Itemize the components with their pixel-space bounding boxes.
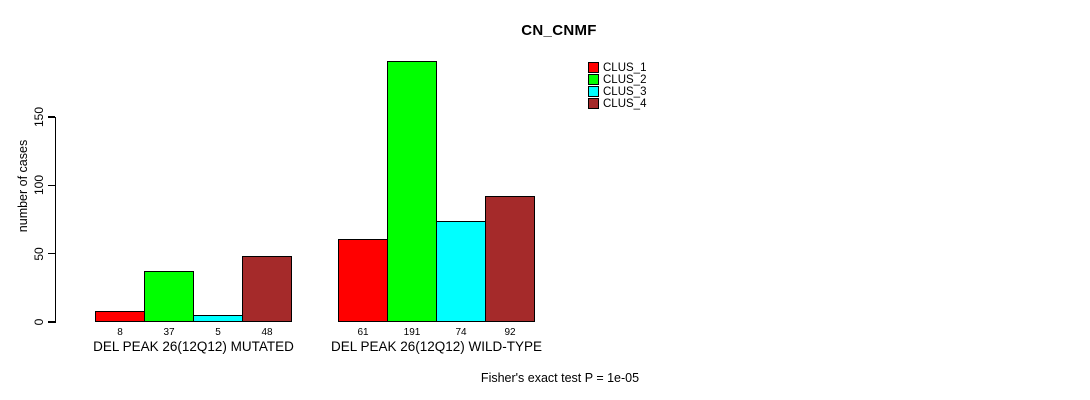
group-label: DEL PEAK 26(12Q12) MUTATED (93, 339, 294, 354)
legend-label: CLUS_3 (603, 85, 647, 98)
bar-value-label: 74 (455, 327, 467, 338)
legend-label: CLUS_4 (603, 97, 647, 110)
legend-label: CLUS_2 (603, 73, 647, 86)
chart-title: CN_CNMF (521, 22, 597, 39)
y-axis-tick (47, 116, 55, 118)
y-axis-tick (47, 184, 55, 187)
legend-item: CLUS_3 (588, 85, 668, 98)
legend-swatch (588, 98, 599, 109)
bar-value-label: 5 (215, 327, 221, 338)
bar-clus_3-group2 (436, 221, 486, 322)
legend-item: CLUS_4 (588, 97, 668, 110)
bar-value-label: 8 (117, 327, 123, 338)
legend-item: CLUS_2 (588, 73, 668, 86)
bar-value-label: 191 (403, 327, 421, 338)
y-axis-tick (47, 252, 55, 255)
y-axis-tick (47, 321, 55, 323)
annotation-text: Fisher's exact test P = 1e-05 (480, 371, 640, 385)
bar-clus_4-group2 (485, 196, 535, 322)
bar-value-label: 48 (261, 327, 273, 338)
bar-value-label: 92 (504, 327, 516, 338)
legend-swatch (588, 74, 599, 85)
bar-value-label: 61 (357, 327, 369, 338)
bar-clus_4-group1 (242, 256, 292, 322)
y-axis-line (54, 117, 56, 323)
legend-item: CLUS_1 (588, 61, 668, 74)
group-label: DEL PEAK 26(12Q12) WILD-TYPE (330, 339, 543, 354)
bar-value-label: 37 (163, 327, 175, 338)
legend-label: CLUS_1 (603, 61, 647, 74)
legend-swatch (588, 62, 599, 73)
bar-clus_2-group2 (387, 61, 437, 322)
legend-swatch (588, 86, 599, 97)
bar-clus_2-group1 (144, 271, 194, 322)
